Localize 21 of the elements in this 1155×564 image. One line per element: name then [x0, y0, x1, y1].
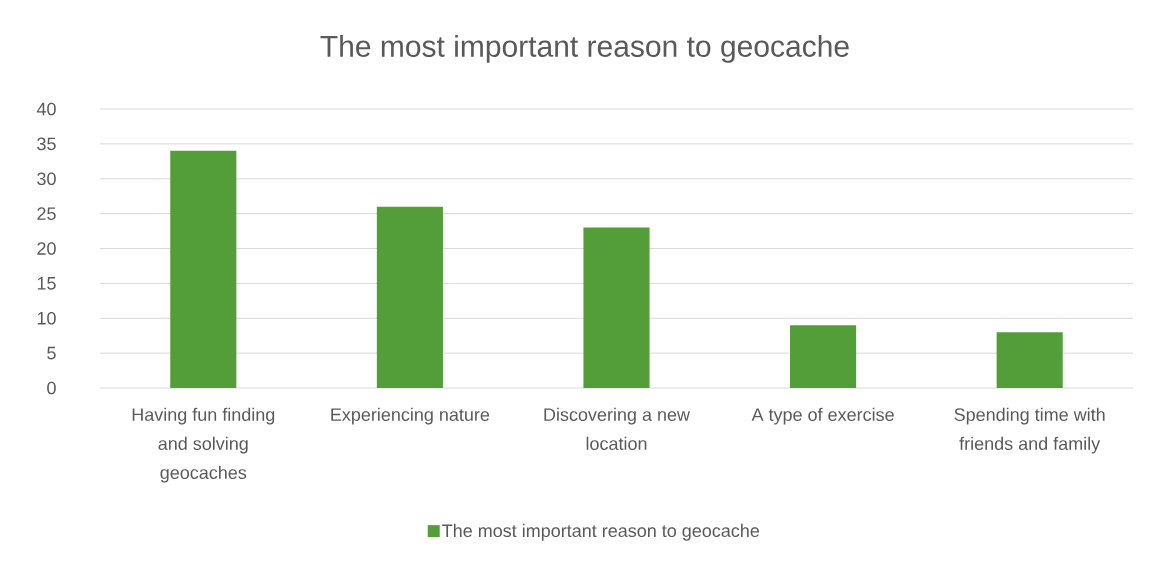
y-tick-label: 35	[37, 137, 56, 151]
y-tick-label: 5	[47, 346, 56, 360]
bar	[376, 206, 443, 388]
y-tick-label: 40	[36, 102, 56, 116]
legend-label: The most important reason to geocache	[442, 523, 760, 541]
y-tick-label: 25	[37, 207, 56, 220]
bar	[583, 227, 650, 388]
x-tick-label: A type of exercise	[751, 407, 894, 425]
bar	[170, 150, 237, 388]
chart-title: The most important reason to geocache	[320, 34, 849, 63]
x-tick-label: Spending time with friends and family	[954, 407, 1105, 454]
y-tick-label: 10	[37, 311, 56, 325]
bar	[996, 332, 1063, 388]
x-tick-label: Discovering a new location	[544, 407, 691, 450]
x-tick-label: Having fun finding and solving geocaches	[132, 407, 275, 483]
y-tick-label: 15	[37, 277, 56, 290]
y-tick-label: 0	[47, 381, 56, 395]
y-tick-label: 20	[37, 242, 56, 255]
bar	[790, 325, 857, 388]
y-tick-label: 30	[37, 172, 56, 186]
x-tick-label: Experiencing nature	[331, 407, 490, 425]
